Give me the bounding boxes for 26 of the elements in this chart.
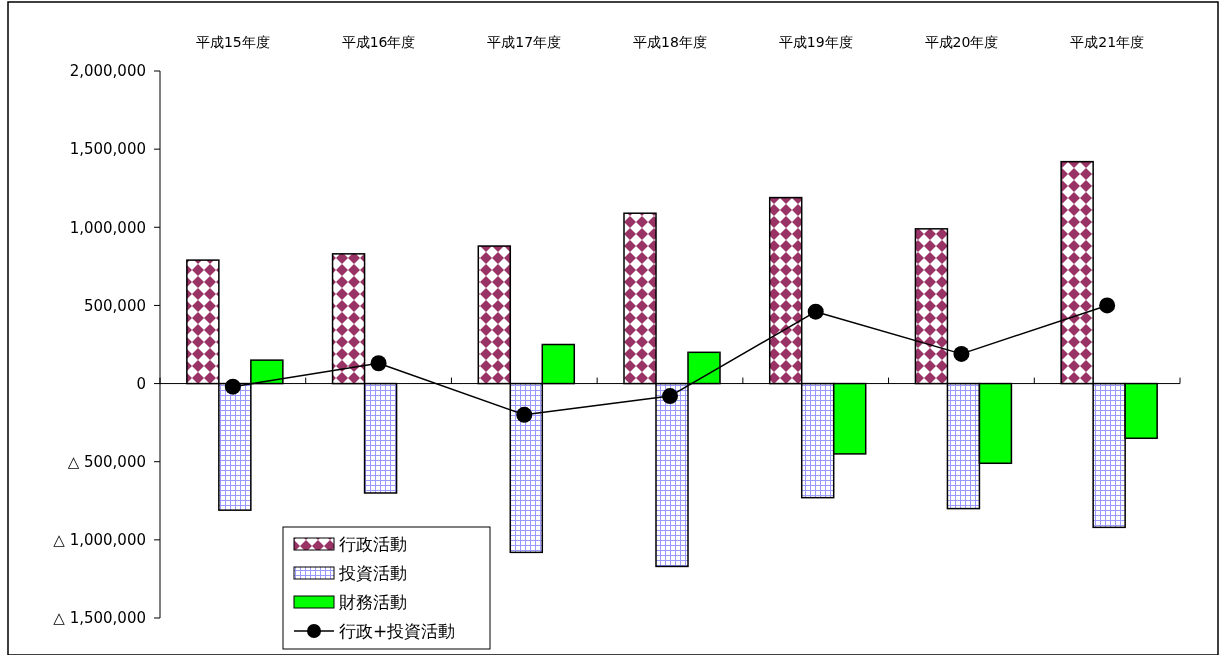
point (516, 406, 533, 423)
y-tick-label: 1,500,000 (69, 140, 146, 159)
point (662, 388, 678, 405)
x-tick-label: 平成16年度 (341, 34, 416, 50)
y-tick-label: 1,000,000 (69, 218, 146, 237)
y-tick-label: 500,000 (83, 296, 146, 315)
legend-label: 行政活動 (339, 533, 407, 554)
x-tick-label: 平成17年度 (487, 34, 562, 50)
legend-label: 財務活動 (339, 591, 407, 612)
point (370, 355, 387, 372)
y-tick-label: △ 500,000 (67, 452, 146, 471)
x-tick-label: 平成21年度 (1070, 34, 1145, 50)
x-tick-label: 平成18年度 (633, 34, 707, 50)
point (953, 345, 970, 362)
x-tick-label: 平成20年度 (924, 34, 999, 50)
y-tick-label: △ 1,500,000 (53, 609, 146, 628)
legend-label: 投資活動 (338, 562, 407, 583)
y-tick-label: 2,000,000 (69, 62, 146, 81)
legend-label: 行政+投資活動 (339, 620, 456, 641)
x-tick-label: 平成19年度 (778, 34, 853, 50)
point (1099, 297, 1116, 314)
point (807, 303, 824, 320)
y-tick-label: △ 1,000,000 (53, 531, 146, 550)
x-tick-label: 平成15年度 (195, 34, 270, 50)
text: 0 (136, 374, 146, 393)
point (224, 378, 241, 395)
